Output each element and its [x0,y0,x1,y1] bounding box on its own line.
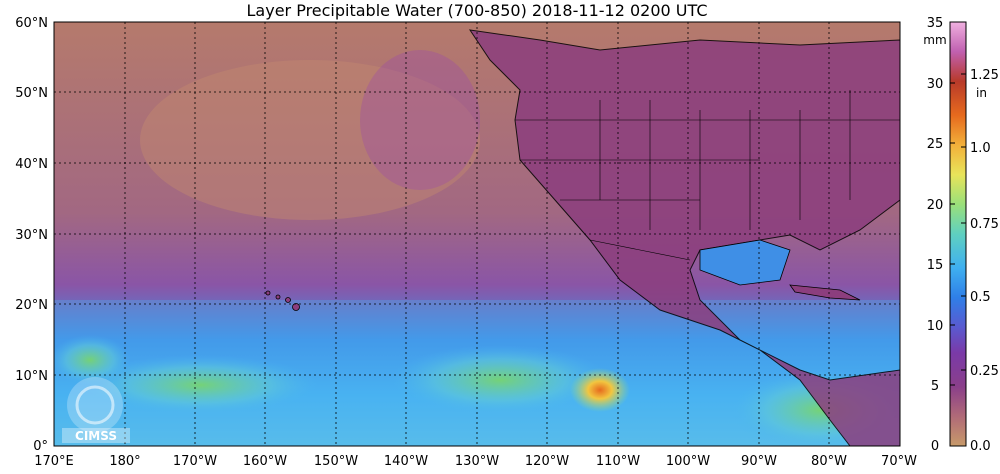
north-america-landmass [468,29,900,446]
colorbar-mm-axis: 35 mm 30 25 20 15 10 5 0 [923,16,946,454]
cimss-logo-ring-icon [75,385,115,425]
colorbar-mm-tick: 15 [927,258,944,273]
moisture-patch-far-west [54,335,130,385]
latitude-label: 10°N [15,369,48,384]
cuba-island [789,284,861,301]
longitude-label: 160°W [243,454,287,469]
moisture-patch-central [390,345,610,415]
moist-plume-region [360,50,480,190]
colorbar-mm-tick: 5 [931,379,939,394]
gulf-of-mexico [699,239,791,286]
cimss-logo-globe-icon [67,377,123,433]
colorbar-in-tick: 0.25 [970,364,999,379]
cimss-logo-text: CIMSS [75,429,117,443]
colorbar-mm-tick: 25 [927,137,944,152]
colorbar-mm-tick: 0 [931,439,939,454]
colorbar-in-ticks [961,73,966,371]
latitude-label: 30°N [15,228,48,243]
longitude-label: 110°W [596,454,640,469]
latitude-label: 20°N [15,298,48,313]
moisture-maximum-spot [570,368,630,412]
colorbar-mm-unit: mm [923,33,946,47]
graticule [54,22,900,446]
map-frame [53,21,901,447]
longitude-label: 70°W [881,454,917,469]
longitude-label: 120°W [525,454,569,469]
colorbar-mm-tick: 10 [927,319,944,334]
cimss-logo: CIMSS [62,377,130,443]
cimss-logo-banner [62,428,130,443]
dry-air-region [140,60,480,220]
colorbar-mm-tick: 20 [927,198,944,213]
latitude-label: 40°N [15,157,48,172]
moisture-patch-west [80,355,320,415]
longitude-label: 140°W [384,454,428,469]
colorbar-in-tick: 1.25 [970,68,999,83]
longitude-label: 90°W [741,454,777,469]
longitude-label: 170°W [173,454,217,469]
political-borders [515,90,900,261]
latitude-label: 60°N [15,16,48,31]
longitude-label: 180° [109,454,140,469]
latitude-axis: 60°N 50°N 40°N 30°N 20°N 10°N 0° [15,16,48,454]
colorbar-mm-ticks [950,82,955,386]
longitude-label: 130°W [455,454,499,469]
longitude-label: 80°W [811,454,847,469]
colorbar-in-unit: in [976,86,987,100]
colorbar-mm-tick: 35 [927,16,944,31]
longitude-axis: 170°E 180° 170°W 160°W 150°W 140°W 130°W… [34,454,917,469]
colorbar-in-tick: 0.75 [970,217,999,232]
latitude-label: 0° [33,439,48,454]
longitude-label: 100°W [666,454,710,469]
latitude-label: 50°N [15,86,48,101]
colorbar: 35 mm 30 25 20 15 10 5 0 1.25 in 1.0 0.7… [923,16,999,454]
colorbar-mm-tick: 30 [927,77,944,92]
longitude-label: 170°E [34,454,74,469]
colorbar-in-tick: 0.5 [970,290,991,305]
colorbar-scale [949,21,967,447]
colorbar-in-axis: 1.25 in 1.0 0.75 0.5 0.25 0.0 [970,68,999,454]
colorbar-in-tick: 0.0 [970,439,991,454]
map-panel: CIMSS [54,22,900,446]
map-title: Layer Precipitable Water (700-850) 2018-… [247,1,708,20]
longitude-label: 150°W [314,454,358,469]
hawaii-islands [265,290,300,311]
colorbar-in-tick: 1.0 [970,141,991,156]
